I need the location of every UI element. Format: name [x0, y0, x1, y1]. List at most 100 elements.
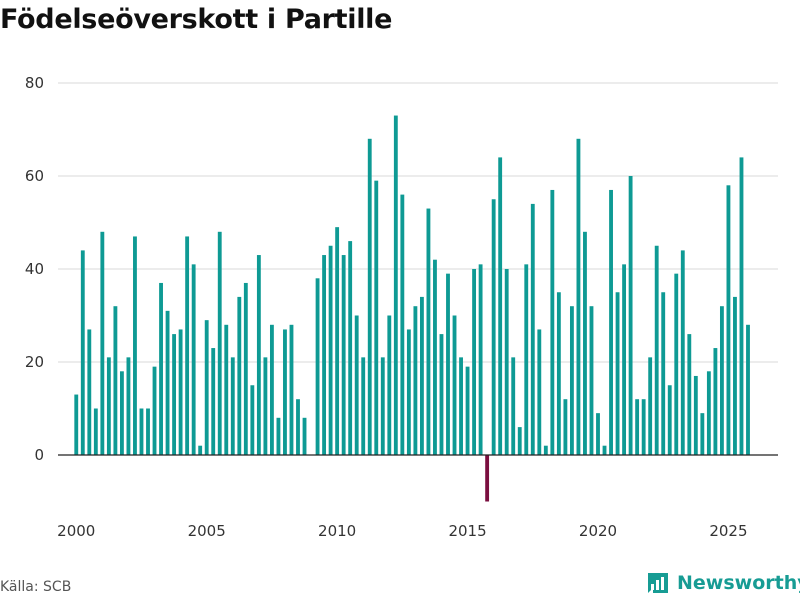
bar-2018-q4	[563, 399, 568, 455]
bar-2022-q3	[661, 292, 666, 455]
bar-2020-q2	[602, 445, 607, 455]
bar-2008-q4	[302, 417, 307, 455]
bar-2023-q4	[693, 375, 698, 455]
bar-2010-q1	[335, 227, 340, 455]
bar-2002-q2	[133, 236, 137, 455]
bar-2009-q3	[322, 255, 327, 455]
bar-2003-q2	[159, 282, 163, 455]
bar-2008-q2	[289, 324, 294, 455]
bar-2020-q4	[615, 292, 620, 455]
bar-2004-q3	[191, 264, 196, 455]
bar-2019-q4	[589, 306, 594, 455]
x-axis: 2000 2005 2010 2015 2020 2025	[57, 522, 747, 540]
bar-2000-q3	[87, 329, 92, 455]
y-axis: 0 20 40 60 80	[25, 74, 44, 464]
bar-2016-q3	[504, 269, 509, 455]
bar-2006-q1	[230, 357, 235, 455]
bar-2010-q2	[341, 255, 346, 455]
chart-title: Födelseöverskott i Partille	[0, 4, 393, 35]
bar-2013-q3	[426, 208, 431, 455]
bar-2003-q3	[165, 310, 170, 455]
brand-name: Newsworthy	[677, 572, 800, 594]
bar-series	[74, 115, 750, 502]
source-note: Källa: SCB	[0, 579, 72, 595]
y-tick-label-20: 20	[25, 353, 44, 371]
bar-2000-q2	[80, 250, 85, 455]
bar-2014-q1	[439, 334, 444, 455]
bar-2019-q3	[583, 231, 587, 455]
bar-2011-q1	[361, 357, 366, 455]
bar-2019-q1	[569, 306, 574, 455]
bar-2003-q4	[172, 334, 177, 455]
bar-2007-q4	[276, 417, 281, 455]
brand-logo[interactable]: Newsworthy	[645, 570, 800, 596]
bar-2004-q1	[178, 329, 183, 455]
bar-2012-q1	[387, 315, 392, 455]
y-tick-label-0: 0	[34, 446, 44, 464]
bar-2023-q2	[680, 250, 685, 455]
x-tick-label-2015: 2015	[448, 522, 486, 540]
bar-2024-q2	[706, 371, 711, 455]
bar-2022-q2	[654, 245, 659, 455]
bar-2006-q3	[243, 282, 248, 455]
bar-2008-q1	[283, 329, 287, 455]
bar-2021-q1	[622, 264, 627, 455]
bar-2007-q1	[256, 255, 261, 455]
bar-2002-q4	[146, 408, 150, 455]
bar-2013-q4	[433, 259, 437, 455]
bar-2009-q2	[315, 278, 320, 455]
bar-2024-q1	[700, 413, 705, 455]
bar-2017-q4	[537, 329, 542, 455]
bar-2025-q4	[746, 324, 750, 455]
bar-2023-q1	[674, 273, 679, 455]
bar-2019-q2	[576, 138, 581, 456]
bar-2016-q4	[511, 357, 516, 455]
bar-2011-q2	[367, 138, 372, 456]
x-tick-label-2000: 2000	[57, 522, 95, 540]
x-tick-label-2020: 2020	[579, 522, 617, 540]
bar-2011-q3	[374, 180, 379, 455]
bar-2015-q3	[478, 264, 483, 455]
bar-2001-q1	[100, 231, 105, 455]
bar-2015-q4	[485, 455, 490, 502]
newsworthy-logo-icon	[648, 573, 668, 593]
bar-2010-q4	[354, 315, 359, 455]
bar-2018-q1	[543, 445, 548, 455]
bar-2005-q1	[204, 320, 209, 455]
bar-2025-q1	[726, 185, 731, 456]
bar-2021-q2	[628, 176, 633, 455]
bar-2005-q2	[211, 348, 216, 455]
bar-2010-q3	[348, 241, 353, 455]
bar-2018-q3	[556, 292, 561, 455]
bar-2004-q4	[198, 445, 203, 455]
bar-2021-q4	[641, 399, 646, 455]
bar-2000-q4	[93, 408, 98, 455]
bar-2017-q2	[524, 264, 529, 455]
bar-2006-q4	[250, 385, 255, 455]
bar-2023-q3	[687, 334, 692, 455]
bar-2017-q1	[517, 427, 522, 455]
bar-2015-q2	[472, 269, 477, 455]
bar-2007-q2	[263, 357, 268, 455]
bar-2013-q2	[419, 296, 424, 455]
bar-2008-q3	[296, 399, 300, 455]
bar-2025-q3	[739, 157, 744, 455]
bar-2011-q4	[380, 357, 385, 455]
x-tick-label-2010: 2010	[318, 522, 356, 540]
bar-2022-q4	[667, 385, 672, 455]
bar-2018-q2	[550, 189, 555, 455]
bar-2015-q1	[465, 366, 470, 455]
bar-2012-q2	[393, 115, 398, 456]
bar-2002-q3	[139, 408, 144, 455]
bar-2016-q1	[491, 199, 496, 455]
bar-2000-q1	[74, 394, 79, 455]
bar-2021-q3	[635, 399, 640, 455]
bar-2014-q4	[459, 357, 463, 455]
bar-2014-q2	[446, 273, 450, 455]
bar-2016-q2	[498, 157, 503, 455]
bar-2017-q3	[530, 203, 535, 455]
bar-2004-q2	[185, 236, 190, 455]
bar-2001-q4	[119, 371, 124, 455]
bar-2014-q3	[452, 315, 457, 455]
